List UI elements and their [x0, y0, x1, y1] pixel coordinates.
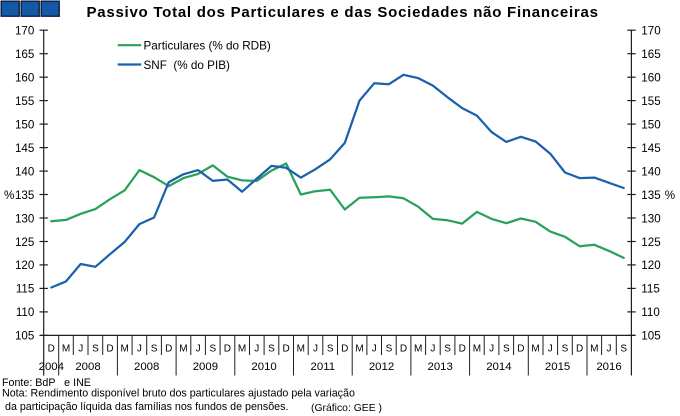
svg-text:M: M: [121, 344, 129, 355]
svg-text:M: M: [62, 344, 70, 355]
svg-text:D: D: [517, 344, 524, 355]
svg-text:Passivo Total dos Particulares: Passivo Total dos Particulares e das Soc…: [87, 4, 599, 21]
svg-text:165: 165: [15, 48, 34, 61]
svg-text:J: J: [254, 344, 259, 355]
svg-text:S: S: [562, 344, 569, 355]
svg-text:2010: 2010: [251, 361, 276, 373]
svg-text:D: D: [341, 344, 348, 355]
svg-text:D: D: [400, 344, 407, 355]
svg-text:S: S: [209, 344, 216, 355]
svg-text:S: S: [92, 344, 99, 355]
svg-text:140: 140: [641, 165, 660, 178]
svg-text:M: M: [355, 344, 363, 355]
svg-text:2004: 2004: [39, 361, 64, 373]
svg-text:da participação líquida das fa: da participação líquida das famílias nos…: [5, 401, 288, 413]
svg-text:2008: 2008: [134, 361, 159, 373]
svg-text:S: S: [268, 344, 275, 355]
svg-text:S: S: [620, 344, 627, 355]
svg-text:140: 140: [15, 165, 34, 178]
svg-text:150: 150: [641, 118, 660, 131]
svg-text:115: 115: [641, 283, 659, 296]
svg-text:J: J: [607, 344, 612, 355]
svg-text:D: D: [224, 344, 231, 355]
svg-text:J: J: [78, 344, 83, 355]
svg-text:2013: 2013: [428, 361, 453, 373]
svg-text:J: J: [548, 344, 553, 355]
svg-text:150: 150: [15, 118, 34, 131]
svg-text:D: D: [106, 344, 113, 355]
svg-text:2014: 2014: [486, 361, 511, 373]
svg-text:Fonte: BdP e INE: Fonte: BdP e INE: [2, 377, 91, 389]
svg-text:110: 110: [641, 306, 659, 319]
svg-text:2015: 2015: [545, 361, 570, 373]
svg-text:S: S: [327, 344, 334, 355]
svg-text:%: %: [4, 189, 14, 202]
svg-text:S: S: [386, 344, 393, 355]
svg-text:2008: 2008: [75, 361, 100, 373]
svg-text:M: M: [297, 344, 305, 355]
svg-text:105: 105: [641, 330, 660, 343]
svg-text:M: M: [238, 344, 246, 355]
svg-text:SNF (% do PIB): SNF (% do PIB): [144, 59, 230, 72]
svg-text:D: D: [165, 344, 172, 355]
svg-text:165: 165: [641, 48, 660, 61]
svg-text:S: S: [151, 344, 158, 355]
svg-text:J: J: [196, 344, 201, 355]
svg-text:J: J: [430, 344, 435, 355]
svg-text:110: 110: [16, 306, 34, 319]
svg-text:Particulares (% do RDB): Particulares (% do RDB): [144, 40, 271, 53]
svg-text:J: J: [313, 344, 318, 355]
svg-text:M: M: [414, 344, 422, 355]
svg-text:2009: 2009: [193, 361, 218, 373]
svg-text:2016: 2016: [596, 361, 621, 373]
svg-text:D: D: [576, 344, 583, 355]
svg-text:S: S: [444, 344, 451, 355]
svg-text:2012: 2012: [369, 361, 394, 373]
svg-text:135: 135: [641, 189, 660, 202]
svg-text:105: 105: [15, 330, 34, 343]
svg-text:J: J: [489, 344, 494, 355]
svg-text:125: 125: [15, 236, 34, 249]
svg-text:D: D: [48, 344, 55, 355]
svg-text:M: M: [473, 344, 481, 355]
svg-text:155: 155: [641, 95, 660, 108]
svg-text:S: S: [503, 344, 510, 355]
svg-text:M: M: [179, 344, 187, 355]
svg-text:D: D: [282, 344, 289, 355]
svg-text:Nota: Rendimento disponível br: Nota: Rendimento disponível bruto dos pa…: [2, 388, 355, 400]
svg-text:M: M: [531, 344, 539, 355]
svg-text:J: J: [137, 344, 142, 355]
svg-text:135: 135: [15, 189, 34, 202]
svg-text:125: 125: [641, 236, 660, 249]
svg-text:145: 145: [641, 142, 660, 155]
svg-text:D: D: [459, 344, 466, 355]
svg-text:115: 115: [16, 283, 34, 296]
svg-text:170: 170: [641, 25, 660, 38]
svg-text:M: M: [590, 344, 598, 355]
svg-text:120: 120: [15, 259, 34, 272]
svg-text:145: 145: [15, 142, 34, 155]
svg-text:2011: 2011: [311, 361, 336, 373]
svg-text:(Gráfico: GEE ): (Gráfico: GEE ): [311, 403, 382, 414]
svg-text:160: 160: [641, 72, 660, 85]
svg-text:J: J: [372, 344, 377, 355]
svg-text:%: %: [665, 189, 675, 202]
svg-text:130: 130: [15, 212, 34, 225]
svg-text:160: 160: [15, 72, 34, 85]
svg-text:155: 155: [15, 95, 34, 108]
svg-text:170: 170: [15, 25, 34, 38]
svg-text:120: 120: [641, 259, 660, 272]
svg-text:130: 130: [641, 212, 660, 225]
